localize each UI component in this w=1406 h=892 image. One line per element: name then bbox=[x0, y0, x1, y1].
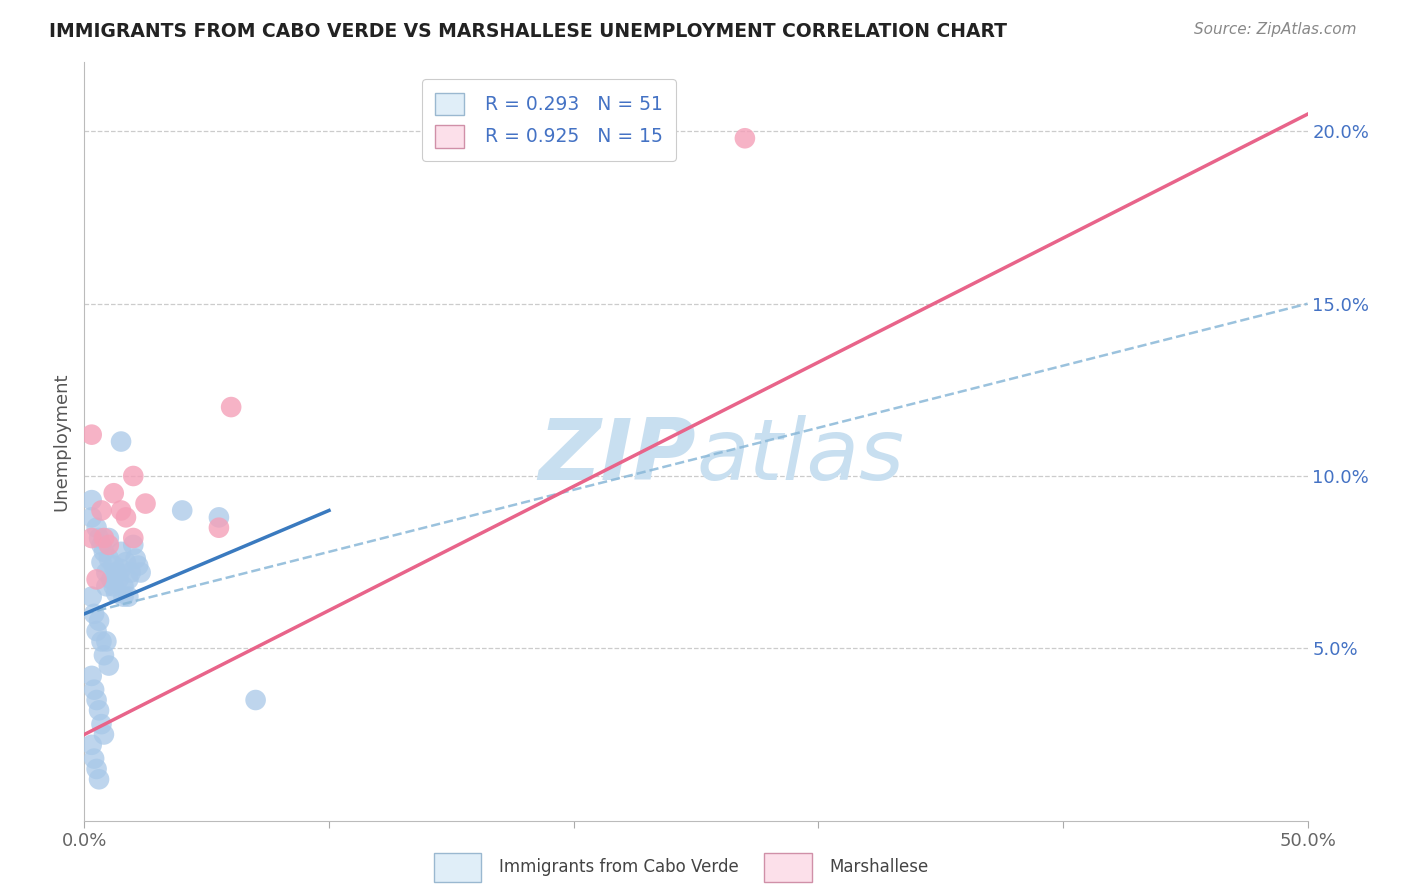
Text: IMMIGRANTS FROM CABO VERDE VS MARSHALLESE UNEMPLOYMENT CORRELATION CHART: IMMIGRANTS FROM CABO VERDE VS MARSHALLES… bbox=[49, 22, 1007, 41]
Point bbox=[127, 558, 149, 573]
Point bbox=[93, 727, 115, 741]
Point bbox=[105, 566, 128, 580]
Point bbox=[87, 531, 110, 545]
Text: Marshallese: Marshallese bbox=[830, 858, 928, 877]
Point bbox=[219, 400, 242, 414]
Point bbox=[93, 531, 115, 545]
Point bbox=[86, 573, 108, 587]
Point bbox=[112, 579, 135, 593]
FancyBboxPatch shape bbox=[433, 854, 481, 881]
Point bbox=[100, 573, 122, 587]
Point bbox=[80, 531, 103, 545]
Point bbox=[87, 772, 110, 787]
Point bbox=[90, 503, 112, 517]
Point bbox=[125, 551, 148, 566]
Point bbox=[135, 497, 157, 511]
Point bbox=[172, 503, 194, 517]
Point bbox=[90, 717, 112, 731]
Point bbox=[105, 586, 128, 600]
Point bbox=[110, 503, 132, 517]
Legend:   R = 0.293   N = 51,   R = 0.925   N = 15: R = 0.293 N = 51, R = 0.925 N = 15 bbox=[422, 79, 676, 161]
Point bbox=[115, 555, 138, 569]
Point bbox=[80, 738, 103, 752]
Point bbox=[80, 493, 103, 508]
Point bbox=[80, 669, 103, 683]
Point bbox=[122, 538, 145, 552]
Point bbox=[110, 562, 132, 576]
Point bbox=[87, 614, 110, 628]
Point bbox=[97, 531, 120, 545]
Point bbox=[107, 573, 129, 587]
Point bbox=[80, 590, 103, 604]
Point bbox=[120, 566, 142, 580]
Point bbox=[103, 558, 125, 573]
Point bbox=[208, 510, 231, 524]
Point bbox=[97, 551, 120, 566]
Point bbox=[86, 762, 108, 776]
Text: ZIP: ZIP bbox=[538, 415, 696, 499]
Point bbox=[96, 634, 118, 648]
Text: Immigrants from Cabo Verde: Immigrants from Cabo Verde bbox=[499, 858, 738, 877]
Point bbox=[93, 648, 115, 663]
Point bbox=[80, 427, 103, 442]
Text: Source: ZipAtlas.com: Source: ZipAtlas.com bbox=[1194, 22, 1357, 37]
Point bbox=[90, 634, 112, 648]
Point bbox=[122, 531, 145, 545]
Text: atlas: atlas bbox=[696, 415, 904, 499]
Point bbox=[103, 486, 125, 500]
Point bbox=[87, 703, 110, 717]
Point bbox=[129, 566, 152, 580]
FancyBboxPatch shape bbox=[765, 854, 811, 881]
Point bbox=[90, 538, 112, 552]
Point bbox=[734, 131, 756, 145]
Point bbox=[86, 693, 108, 707]
Point bbox=[97, 658, 120, 673]
Point bbox=[83, 751, 105, 765]
Point bbox=[117, 590, 139, 604]
Y-axis label: Unemployment: Unemployment bbox=[52, 372, 70, 511]
Point bbox=[90, 555, 112, 569]
Point bbox=[245, 693, 267, 707]
Point bbox=[122, 469, 145, 483]
Point bbox=[97, 538, 120, 552]
Point bbox=[93, 545, 115, 559]
Point bbox=[96, 566, 118, 580]
Point bbox=[80, 510, 103, 524]
Point bbox=[103, 579, 125, 593]
Point bbox=[208, 521, 231, 535]
Point bbox=[117, 573, 139, 587]
Point bbox=[115, 510, 138, 524]
Point bbox=[110, 545, 132, 559]
Point bbox=[96, 579, 118, 593]
Point bbox=[86, 521, 108, 535]
Point bbox=[83, 607, 105, 621]
Point bbox=[86, 624, 108, 639]
Point bbox=[112, 590, 135, 604]
Point bbox=[110, 434, 132, 449]
Point bbox=[83, 682, 105, 697]
